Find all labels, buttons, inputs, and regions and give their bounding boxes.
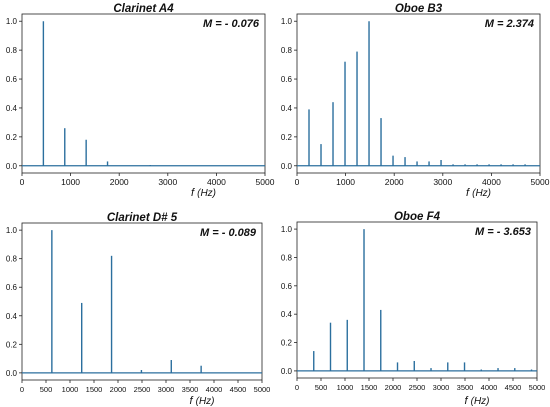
y-tick-label: 1.0 [6,17,18,26]
y-tick-label: 0.0 [6,369,18,378]
chart-title: Oboe B3 [395,3,443,15]
x-tick-label: 5000 [254,385,271,394]
x-axis-label-symbol: f [466,187,472,199]
y-tick-label: 0.8 [281,253,293,262]
y-tick-label: 1.0 [6,226,18,235]
x-tick-label: 1000 [336,177,355,187]
plot-frame [296,221,538,379]
x-axis-label-symbol: f [191,187,197,199]
y-tick-label: 0.0 [281,367,293,376]
x-tick-label: 2000 [385,383,402,392]
x-tick-label: 3000 [433,177,452,187]
chart-clarinet-a4: Clarinet A4 M = - 0.076 0.0 0.2 0.4 0.6 0.8 1.0… [6,3,275,199]
x-tick-label: 1000 [61,177,80,187]
x-tick-label: 1000 [62,385,79,394]
x-tick-label: 4000 [482,177,501,187]
y-tick-label: 0.2 [281,339,293,348]
x-tick-label: 1000 [337,383,354,392]
y-tick-label: 0.0 [6,162,18,171]
x-tick-label: 5000 [531,177,550,187]
m-value-annotation: M = 2.374 [485,18,534,30]
x-tick-label: 500 [315,383,328,392]
x-tick-label: 5000 [256,177,275,187]
x-axis-label-unit: (Hz) [472,188,491,199]
y-tick-label: 0.8 [6,255,18,264]
x-tick-label: 4500 [505,383,522,392]
x-tick-label: 0 [20,177,25,187]
x-axis-label: f (Hz) [189,395,214,407]
y-tick-label: 0.6 [281,282,293,291]
x-tick-label: 2500 [409,383,426,392]
x-tick-label: 3500 [182,385,199,394]
y-tick-label: 0.2 [6,340,18,349]
y-tick-label: 1.0 [281,17,293,26]
y-tick-label: 0.4 [6,312,18,321]
m-value-annotation: M = - 0.089 [200,227,257,239]
y-tick-label: 0.8 [6,46,18,55]
x-tick-label: 4000 [206,385,223,394]
x-tick-label: 0 [295,177,300,187]
x-axis-label-symbol: f [464,395,470,407]
m-value-annotation: M = - 0.076 [203,18,260,30]
plot-frame [296,13,541,174]
y-tick-label: 1.0 [281,225,293,234]
y-tick-label: 0.4 [281,104,293,113]
x-tick-label: 500 [40,385,53,394]
x-tick-label: 4000 [481,383,498,392]
x-tick-label: 0 [20,385,24,394]
x-tick-label: 1500 [361,383,378,392]
x-tick-label: 0 [295,383,299,392]
x-tick-label: 3000 [433,383,450,392]
chart-clarinet-ds5: Clarinet D# 5 M = - 0.089 0.0 0.2 0.4 0.6 0.8 1… [6,212,271,407]
y-tick-label: 0.4 [6,104,18,113]
y-tick-label: 0.0 [281,162,293,171]
x-tick-label: 3500 [457,383,474,392]
y-tick-label: 0.6 [6,75,18,84]
x-tick-label: 2000 [385,177,404,187]
x-axis-label-symbol: f [189,395,195,407]
x-axis-label-unit: (Hz) [197,188,216,199]
y-tick-label: 0.4 [281,310,293,319]
y-tick-label: 0.2 [281,133,293,142]
x-tick-label: 4500 [230,385,247,394]
x-tick-label: 1500 [86,385,103,394]
plot-frame [21,222,263,381]
y-tick-label: 0.6 [281,75,293,84]
y-tick-label: 0.2 [6,133,18,142]
chart-title: Clarinet D# 5 [107,212,178,224]
x-axis-label: f (Hz) [466,187,491,199]
x-axis-label-unit: (Hz) [196,396,215,407]
chart-title: Clarinet A4 [113,3,174,15]
x-axis-label: f (Hz) [464,395,489,407]
chart-oboe-b3: Oboe B3 M = 2.374 0.0 0.2 0.4 0.6 0.8 1.0 0 1000 2… [281,3,550,199]
chart-title: Oboe F4 [394,211,441,223]
x-tick-label: 2500 [134,385,151,394]
x-tick-label: 4000 [207,177,226,187]
x-axis-label: f (Hz) [191,187,216,199]
x-tick-label: 3000 [158,385,175,394]
x-axis-label-unit: (Hz) [471,396,490,407]
x-tick-label: 2000 [110,385,127,394]
m-value-annotation: M = - 3.653 [475,226,531,238]
y-tick-label: 0.6 [6,283,18,292]
x-tick-label: 5000 [529,383,546,392]
x-tick-label: 3000 [158,177,177,187]
plot-frame [21,13,266,174]
x-tick-label: 2000 [110,177,129,187]
y-tick-label: 0.8 [281,46,293,55]
chart-oboe-f4: Oboe F4 M = - 3.653 0.0 0.2 0.4 0.6 0.8 1.0 0 500… [281,211,546,407]
